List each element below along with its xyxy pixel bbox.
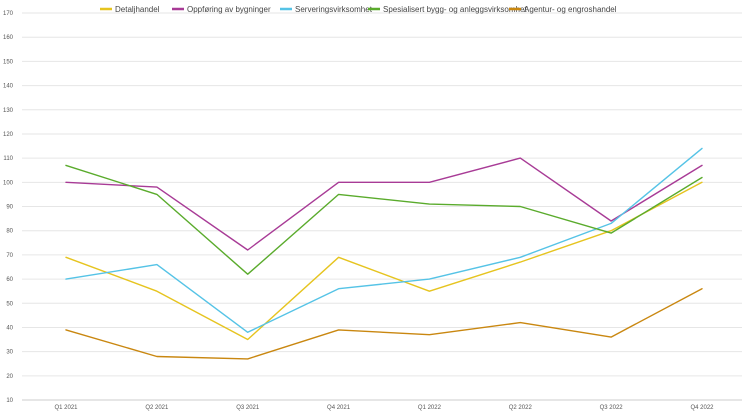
y-tick-label: 20 [6, 374, 13, 380]
x-tick-label: Q1 2022 [418, 405, 442, 411]
legend[interactable]: Detaljhandel Oppføring av bygninger Server… [100, 5, 617, 14]
legend-item[interactable]: Detaljhandel [100, 5, 160, 14]
legend-label: Spesialisert bygg- og anleggsvirksomhet [383, 5, 527, 14]
series-lines [65, 147, 703, 360]
series-line [65, 157, 703, 251]
series-line [65, 164, 703, 275]
x-tick-label: Q4 2021 [327, 405, 351, 411]
legend-label: Agentur- og engroshandel [524, 5, 617, 14]
legend-item[interactable]: Spesialisert bygg- og anleggsvirksomhet [368, 5, 527, 14]
series-line [65, 147, 703, 333]
y-tick-label: 150 [3, 59, 14, 65]
y-tick-label: 140 [3, 84, 14, 90]
legend-item[interactable]: Oppføring av bygninger [172, 5, 271, 14]
y-tick-label: 170 [3, 11, 14, 17]
legend-label: Serveringsvirksomhet [295, 5, 373, 14]
y-tick-label: 80 [6, 229, 13, 235]
legend-label: Detaljhandel [115, 5, 160, 14]
y-axis-tick-labels: 10 20 30 40 50 60 70 80 90 100 110 120 130 140 150 160 1… [3, 11, 14, 404]
y-tick-label: 120 [3, 132, 14, 138]
y-tick-label: 30 [6, 350, 13, 356]
y-tick-label: 10 [6, 398, 13, 404]
series-line [65, 181, 703, 341]
x-tick-label: Q3 2021 [236, 405, 260, 411]
x-tick-label: Q2 2022 [509, 405, 533, 411]
y-tick-label: 100 [3, 180, 14, 186]
x-tick-label: Q3 2022 [600, 405, 624, 411]
x-tick-label: Q4 2022 [690, 405, 714, 411]
x-tick-label: Q1 2021 [54, 405, 78, 411]
y-tick-label: 130 [3, 108, 14, 114]
y-tick-label: 60 [6, 277, 13, 283]
series-line [65, 288, 703, 360]
y-tick-label: 110 [3, 156, 13, 162]
legend-label: Oppføring av bygninger [187, 5, 271, 14]
y-tick-label: 50 [6, 301, 13, 307]
x-tick-label: Q2 2021 [145, 405, 169, 411]
y-tick-label: 160 [3, 35, 14, 41]
y-tick-label: 70 [6, 253, 13, 259]
legend-item[interactable]: Serveringsvirksomhet [280, 5, 373, 14]
grid [22, 12, 742, 401]
x-axis-tick-labels: Q1 2021 Q2 2021 Q3 2021 Q4 2021 Q1 2022 Q2 20… [54, 405, 714, 411]
legend-item[interactable]: Agentur- og engroshandel [509, 5, 617, 14]
y-tick-label: 90 [6, 205, 13, 211]
y-tick-label: 40 [6, 325, 13, 331]
